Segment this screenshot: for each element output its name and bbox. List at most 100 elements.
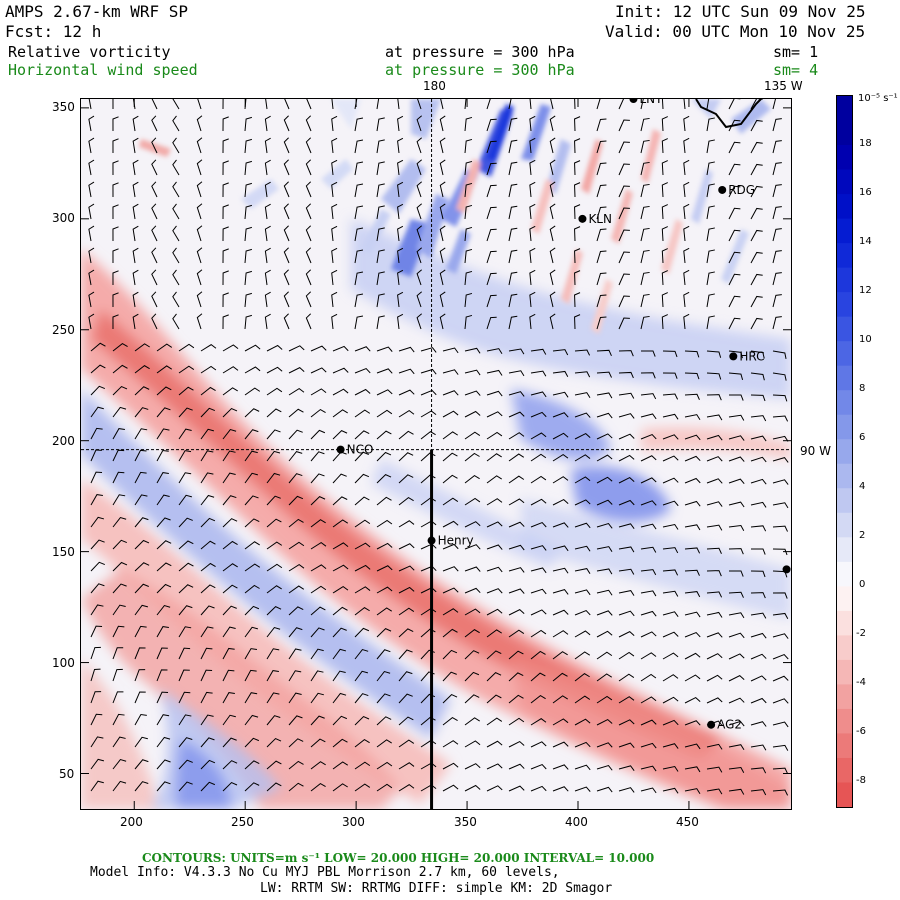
wind-barb — [640, 293, 650, 308]
wind-barb — [684, 434, 701, 441]
wind-barb — [508, 348, 525, 355]
colorbar-segment — [837, 463, 852, 489]
wind-barb — [305, 269, 312, 286]
wind-barb — [151, 115, 158, 132]
wind-barb — [596, 392, 613, 399]
field1-smoothing: sm= 1 — [773, 43, 819, 61]
wind-barb — [178, 781, 193, 792]
wind-barb — [134, 669, 146, 682]
wind-barb — [772, 525, 788, 532]
wind-barb — [310, 692, 324, 704]
wind-barb — [574, 392, 591, 398]
wind-barb — [132, 137, 139, 154]
wind-barb — [486, 206, 497, 220]
wind-barb — [618, 742, 635, 748]
wind-barb — [376, 315, 385, 330]
wind-barb — [172, 181, 180, 198]
wind-barb — [397, 225, 404, 242]
wind-barb — [354, 367, 371, 374]
wind-barb — [156, 604, 171, 616]
wind-barb — [640, 372, 656, 379]
wind-barb — [728, 251, 741, 264]
wind-barb — [420, 628, 436, 638]
wind-barb — [222, 428, 237, 440]
wind-barb — [354, 473, 370, 484]
wind-barb — [508, 694, 524, 704]
wind-barb — [683, 203, 690, 220]
wind-barb — [574, 433, 591, 440]
wind-barb — [178, 343, 195, 352]
wind-barb — [618, 185, 630, 198]
wind-barb — [728, 744, 745, 751]
vorticity-map[interactable]: LNT RDG KLN HRC NCO Henry AG2 — [80, 98, 792, 810]
colorbar-segment — [837, 390, 852, 416]
wind-barb — [530, 588, 547, 595]
wind-barb — [172, 99, 180, 110]
coastline — [695, 99, 762, 129]
wind-barb — [376, 783, 393, 792]
wind-barb — [464, 784, 481, 792]
wind-barb — [310, 564, 327, 572]
wind-barb — [112, 604, 126, 616]
wind-barb — [728, 295, 741, 308]
wind-barb — [222, 292, 229, 308]
wind-barb — [354, 542, 371, 550]
wind-barb — [288, 345, 305, 352]
wind-barb — [750, 415, 767, 422]
wind-barb — [310, 715, 325, 726]
wind-barb — [684, 766, 701, 773]
wind-barb — [750, 612, 767, 619]
wind-barb — [596, 250, 607, 264]
station-label: KLN — [588, 212, 612, 226]
wind-barb — [508, 293, 518, 308]
wind-barb — [728, 185, 741, 198]
wind-barb — [684, 631, 701, 638]
wind-barb — [596, 294, 607, 308]
wind-barb — [728, 207, 741, 220]
wind-barb — [90, 539, 105, 550]
wind-barb — [112, 248, 119, 264]
wind-barb — [222, 540, 238, 550]
wind-barb — [464, 138, 473, 154]
wind-barb — [266, 541, 283, 550]
wind-barb — [397, 313, 404, 330]
wind-barb — [706, 632, 723, 638]
wind-barb — [244, 408, 260, 418]
wind-barb — [288, 563, 305, 572]
wind-barb — [305, 137, 312, 154]
wind-barb — [376, 496, 392, 506]
wind-barb — [574, 314, 581, 330]
wind-barb — [706, 227, 715, 242]
wind-barb — [464, 270, 473, 286]
wind-barb — [397, 159, 404, 176]
colorbar-label: -6 — [856, 726, 866, 738]
wind-barb — [530, 785, 547, 792]
wind-barb — [151, 181, 158, 198]
wind-barb — [398, 784, 415, 792]
wind-barb — [683, 269, 690, 286]
wind-barb — [398, 410, 415, 418]
wind-barb — [508, 411, 525, 418]
colorbar-segment — [837, 586, 852, 612]
wind-barb — [416, 159, 423, 176]
wind-barb — [508, 391, 525, 397]
wind-barb — [662, 393, 679, 400]
wind-barb — [244, 182, 253, 198]
wind-barb — [132, 291, 139, 308]
wind-barb — [112, 99, 114, 110]
wind-barb — [112, 160, 119, 176]
wind-barb — [750, 721, 767, 727]
wind-barb — [750, 501, 767, 508]
wind-barb — [398, 543, 415, 550]
wind-barb — [200, 691, 213, 704]
wind-barb — [88, 269, 95, 286]
wind-barb — [574, 764, 591, 771]
wind-barb — [354, 693, 369, 704]
x-tick-label: 400 — [565, 815, 588, 829]
wind-barb — [529, 137, 536, 154]
wind-barb — [222, 182, 229, 198]
wind-barb — [486, 118, 497, 132]
wind-barb — [508, 205, 518, 220]
wind-barb — [508, 521, 525, 528]
wind-barb — [706, 478, 723, 484]
